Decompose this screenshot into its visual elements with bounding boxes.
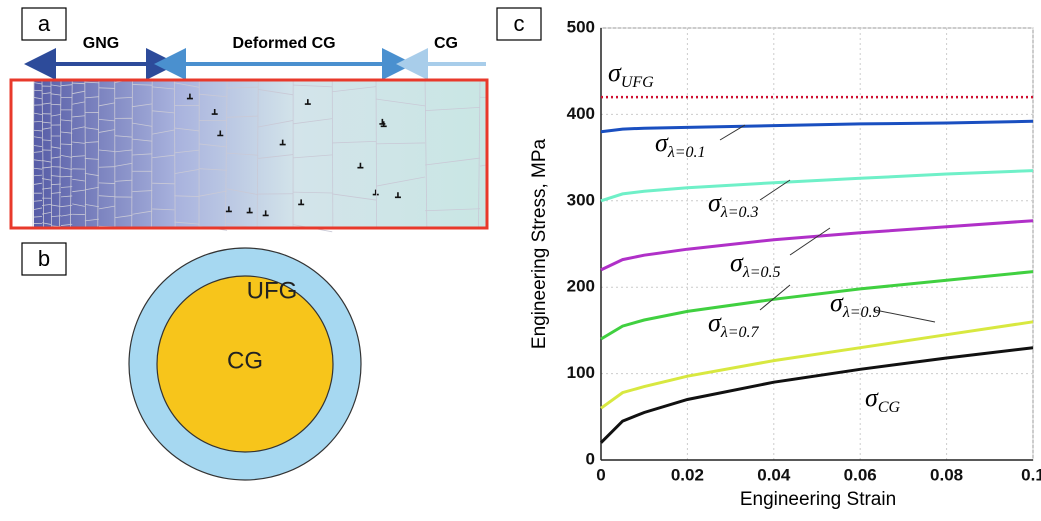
x-tick-label: 0.08: [930, 465, 963, 484]
region-label: GNG: [83, 35, 119, 52]
x-tick-label: 0.1: [1021, 465, 1041, 484]
x-tick-label: 0.02: [671, 465, 704, 484]
y-tick-label: 0: [586, 449, 595, 468]
inner-label: CG: [227, 347, 263, 374]
x-tick-label: 0.06: [844, 465, 877, 484]
figure: a GNG Deformed CG CG b UFG CG c Engineer…: [0, 0, 1041, 521]
label-subscript: λ=0.7: [720, 324, 760, 341]
y-tick-label: 500: [567, 17, 595, 36]
grain-boundary: [51, 104, 61, 105]
y-axis-label: Engineering Stress, MPa: [529, 138, 550, 349]
y-tick-label: 200: [567, 277, 595, 296]
panel-label: a: [38, 11, 51, 36]
grain-boundary: [34, 90, 42, 91]
panel-label: b: [38, 246, 50, 271]
label-subscript: λ=0.3: [720, 204, 759, 221]
page: {"panel_a": {"label": "a", "regions": ["…: [0, 0, 1041, 521]
y-tick-label: 100: [567, 363, 595, 382]
panel-label: c: [514, 11, 525, 36]
x-tick-label: 0.04: [757, 465, 791, 484]
y-tick-label: 300: [567, 190, 595, 209]
label-subscript: λ=0.1: [667, 144, 706, 161]
x-axis-label: Engineering Strain: [740, 489, 896, 510]
y-tick-label: 400: [567, 104, 595, 123]
label-subscript: λ=0.5: [742, 264, 781, 281]
plot-area: [601, 28, 1033, 460]
outer-label: UFG: [247, 277, 298, 304]
x-tick-label: 0: [596, 465, 605, 484]
label-subscript: λ=0.9: [842, 304, 881, 321]
region-label: Deformed CG: [232, 35, 335, 52]
sample: [12, 81, 486, 227]
grain-boundary: [61, 144, 72, 145]
label-subscript: UFG: [621, 74, 654, 91]
surface: [12, 81, 34, 227]
label-subscript: CG: [878, 399, 901, 416]
region-label: CG: [434, 35, 458, 52]
